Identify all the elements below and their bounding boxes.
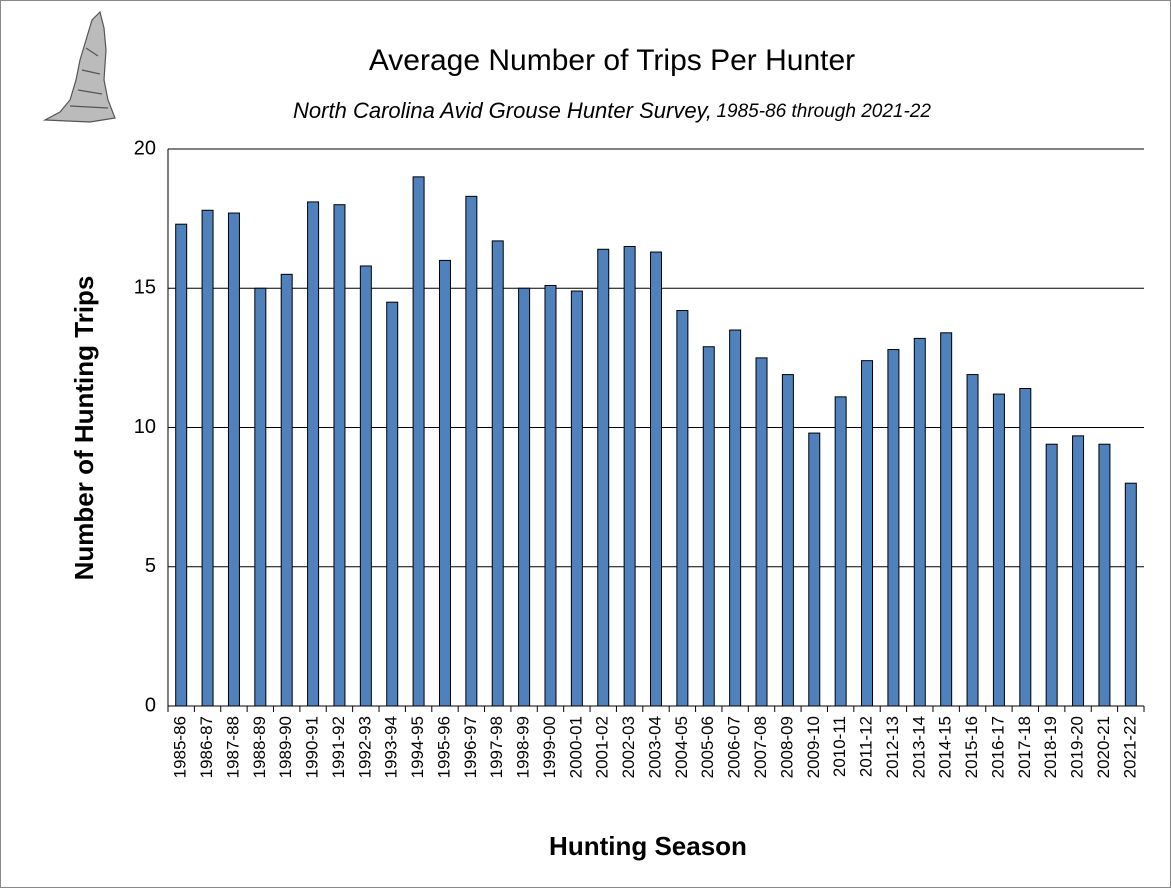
y-tick-label: 5 [145,555,156,577]
x-tick-label: 2007-08 [751,716,770,778]
chart-subtitle: North Carolina Avid Grouse Hunter Survey… [293,98,931,123]
x-tick-label: 2017-18 [1015,716,1034,778]
chart: Average Number of Trips Per Hunter North… [0,0,1171,888]
bar [677,311,688,706]
bar [1099,444,1110,706]
bar [651,252,662,706]
bar [228,213,239,706]
x-tick-label: 1994-95 [408,716,427,778]
x-tick-label: 2011-12 [857,716,876,777]
x-tick-label: 2016-17 [988,716,1007,778]
y-tick-label: 10 [134,416,156,438]
x-tick-label: 2018-19 [1041,716,1060,778]
chart-title: Average Number of Trips Per Hunter [369,44,855,77]
x-tick-label: 1996-97 [461,716,480,778]
x-tick-label: 2005-06 [698,716,717,778]
bar [360,266,371,706]
bar [941,333,952,706]
x-tick-label: 1989-90 [276,716,295,778]
subtitle-years: 1985-86 through 2021-22 [716,101,931,122]
x-tick-label: 1999-00 [540,716,559,778]
x-tick-label: 2020-21 [1094,716,1113,778]
bar [545,285,556,706]
x-tick-label: 1987-88 [223,716,242,778]
x-tick-label: 2008-09 [777,716,796,778]
bar [914,338,925,706]
bar [308,202,319,706]
x-tick-label: 2012-13 [883,716,902,778]
bar [756,358,767,706]
bar [439,260,450,706]
x-tick-label: 2002-03 [619,716,638,778]
bar [624,246,635,706]
x-tick-label: 2006-07 [725,716,744,778]
bar [730,330,741,706]
x-tick-label: 2001-02 [593,716,612,778]
bar [1020,389,1031,706]
bar [809,433,820,706]
y-tick-label: 0 [145,694,156,716]
x-tick-label: 2019-20 [1068,716,1087,778]
x-tick-label: 1991-92 [329,716,348,778]
bar [1046,444,1057,706]
bar [598,249,609,706]
bar [967,375,978,706]
x-tick-label: 2015-16 [962,716,981,778]
x-tick-label: 1985-86 [171,716,190,778]
bar [703,347,714,706]
x-tick-label: 2014-15 [936,716,955,778]
bar [334,205,345,706]
bar [835,397,846,706]
bar [387,302,398,706]
x-tick-label: 1993-94 [382,716,401,778]
x-tick-label: 2013-14 [909,716,928,778]
bar [782,375,793,706]
x-tick-label: 2009-10 [804,716,823,778]
bar [862,361,873,706]
y-tick-label: 15 [134,277,156,299]
subtitle: North Carolina Avid Grouse Hunter Survey… [293,98,712,123]
bar [993,394,1004,706]
bar [571,291,582,706]
x-tick-label: 1997-98 [487,716,506,778]
x-tick-label: 2003-04 [645,716,664,778]
bar [466,196,477,706]
x-tick-label: 2021-22 [1120,716,1139,778]
x-axis-label: Hunting Season [549,831,747,861]
x-tick-label: 2010-11 [830,716,849,777]
x-tick-label: 1988-89 [250,716,269,778]
bar [202,210,213,706]
bar [255,288,266,706]
bar [413,177,424,706]
bar [1125,483,1136,706]
bar [492,241,503,706]
x-tick-label: 1992-93 [355,716,374,778]
bar [888,350,899,706]
bar [281,274,292,706]
x-tick-label: 2000-01 [566,716,585,778]
x-tick-label: 2004-05 [672,716,691,778]
x-tick-label: 1990-91 [303,716,322,778]
bar [519,288,530,706]
y-axis-label: Number of Hunting Trips [69,276,99,581]
x-tick-label: 1998-99 [514,716,533,778]
bar [176,224,187,706]
bar [1073,436,1084,706]
y-tick-label: 20 [134,137,156,159]
x-tick-label: 1986-87 [197,716,216,778]
x-tick-label: 1995-96 [434,716,453,778]
